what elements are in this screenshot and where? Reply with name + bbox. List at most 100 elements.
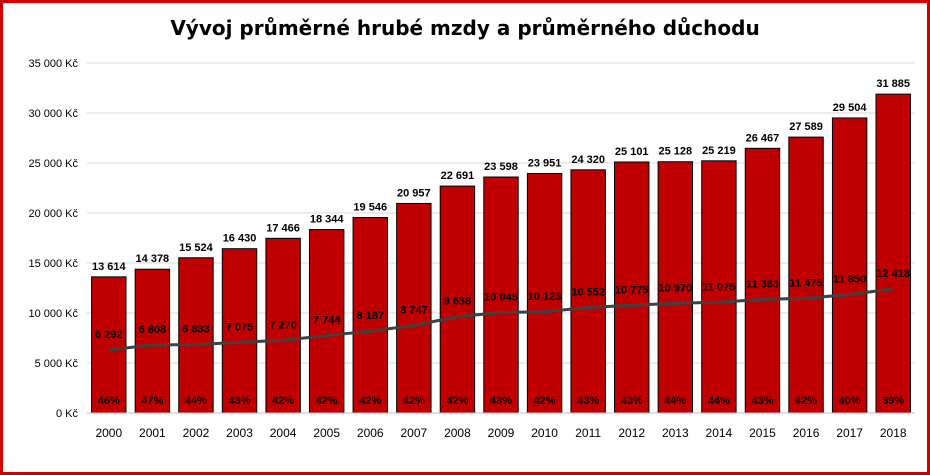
bar (439, 185, 476, 414)
y-tick-label: 20 000 Kč (28, 208, 78, 220)
line-value-label: 6 833 (182, 324, 210, 336)
x-tick-label: 2013 (662, 426, 689, 440)
ratio-label: 42% (446, 395, 468, 407)
y-tick-label: 5 000 Kč (35, 358, 79, 370)
bar-value-label: 19 546 (353, 202, 387, 214)
bar (308, 229, 345, 414)
bar-value-label: 25 128 (658, 146, 692, 158)
bar (570, 169, 606, 414)
x-tick-label: 2004 (270, 426, 297, 440)
bar (134, 268, 171, 414)
bar (91, 276, 127, 414)
y-tick-label: 0 Kč (56, 408, 79, 420)
x-tick-label: 2002 (183, 426, 210, 440)
x-tick-label: 2011 (575, 426, 601, 440)
bar-value-label: 23 951 (528, 157, 562, 169)
line-value-label: 12 418 (876, 268, 910, 280)
bar-value-label: 23 598 (484, 161, 518, 173)
line-value-label: 9 638 (444, 296, 472, 308)
bar (614, 161, 650, 414)
ratio-label: 43% (751, 395, 773, 407)
line-value-label: 10 775 (615, 284, 649, 296)
line-value-label: 10 970 (658, 282, 692, 294)
ratio-label: 47% (141, 395, 163, 407)
bar (831, 117, 868, 414)
ratio-label: 42% (403, 395, 425, 407)
x-tick-label: 2015 (749, 426, 776, 440)
line-value-label: 11 075 (702, 281, 735, 293)
line-value-label: 8 187 (356, 310, 384, 322)
bar-value-label: 26 467 (746, 132, 780, 144)
line-value-label: 7 744 (313, 315, 341, 327)
bar-value-label: 18 344 (310, 214, 345, 226)
y-tick-label: 30 000 Kč (28, 108, 78, 120)
line-value-label: 6 808 (139, 324, 167, 336)
line-value-label: 10 123 (528, 291, 562, 303)
bar (352, 217, 388, 414)
line-value-label: 6 292 (95, 329, 123, 341)
y-tick-label: 25 000 Kč (28, 158, 78, 170)
line-value-label: 10 045 (484, 292, 518, 304)
ratio-label: 44% (185, 395, 207, 407)
ratio-label: 42% (272, 395, 294, 407)
ratio-label: 42% (534, 395, 556, 407)
ratio-label: 40% (839, 395, 861, 407)
x-tick-label: 2001 (139, 426, 166, 440)
bar-value-label: 29 504 (833, 102, 868, 114)
ratio-label: 39% (882, 395, 904, 407)
y-tick-label: 10 000 Kč (28, 308, 78, 320)
x-tick-label: 2007 (400, 426, 427, 440)
line-value-label: 7 075 (226, 321, 254, 333)
bar (657, 161, 694, 414)
ratio-label: 43% (621, 395, 643, 407)
bar-value-label: 25 219 (702, 145, 736, 157)
y-tick-label: 35 000 Kč (28, 58, 78, 70)
x-tick-label: 2000 (95, 426, 122, 440)
bar-value-label: 17 466 (266, 222, 300, 234)
x-tick-label: 2005 (313, 426, 340, 440)
ratio-label: 43% (229, 395, 251, 407)
ratio-label: 43% (577, 395, 599, 407)
bar-value-label: 22 691 (441, 170, 475, 182)
bar-value-label: 16 430 (223, 233, 257, 245)
bar-value-label: 13 614 (92, 261, 127, 273)
bar (526, 172, 563, 414)
ratio-label: 44% (664, 395, 686, 407)
x-tick-label: 2008 (444, 426, 471, 440)
ratio-label: 43% (490, 395, 512, 407)
ratio-label: 42% (359, 395, 381, 407)
bar-value-label: 15 524 (179, 242, 214, 254)
x-tick-label: 2006 (357, 426, 384, 440)
chart-title: Vývoj průměrné hrubé mzdy a průměrného d… (170, 16, 760, 40)
bar-value-label: 20 957 (397, 187, 431, 199)
x-tick-label: 2016 (793, 426, 820, 440)
x-tick-label: 2012 (618, 426, 645, 440)
bar (396, 202, 432, 414)
line-value-label: 11 475 (790, 277, 823, 289)
x-tick-label: 2018 (880, 426, 907, 440)
bar (788, 136, 824, 414)
bar (744, 147, 781, 414)
y-tick-label: 15 000 Kč (28, 258, 78, 270)
line-value-label: 7 270 (269, 319, 297, 331)
bar-value-label: 27 589 (789, 121, 823, 133)
x-tick-label: 2003 (226, 426, 253, 440)
bar-value-label: 31 885 (876, 78, 910, 90)
bar (178, 257, 214, 414)
bar-value-label: 24 320 (571, 154, 605, 166)
ratio-label: 46% (98, 395, 120, 407)
ratio-label: 44% (708, 395, 730, 407)
bar-value-label: 25 101 (615, 146, 649, 158)
bar (701, 160, 737, 414)
bar (875, 93, 911, 414)
ratio-label: 42% (316, 395, 338, 407)
x-tick-label: 2014 (706, 426, 733, 440)
ratio-label: 42% (795, 395, 817, 407)
x-tick-label: 2010 (531, 426, 558, 440)
x-tick-label: 2017 (836, 426, 863, 440)
bar (265, 237, 301, 414)
line-value-label: 8 747 (400, 305, 428, 317)
line-value-label: 10 552 (571, 286, 605, 298)
x-tick-label: 2009 (488, 426, 515, 440)
